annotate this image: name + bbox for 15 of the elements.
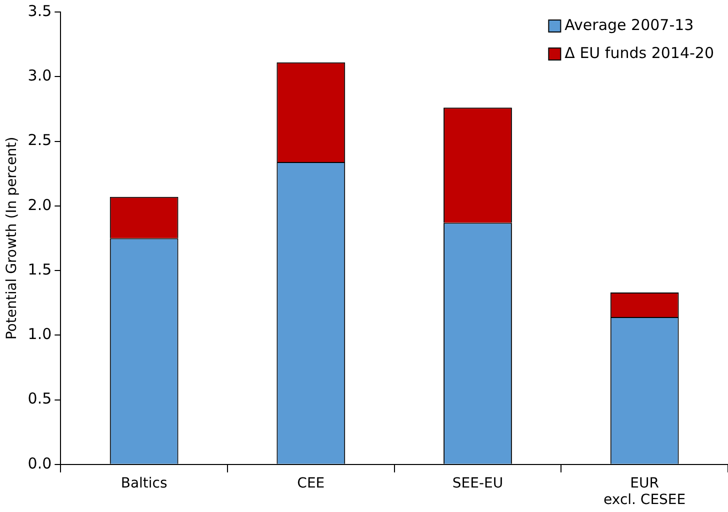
y-tick-label: 0.0 — [28, 454, 52, 472]
y-tick-label: 0.5 — [28, 390, 52, 408]
y-tick-label: 2.0 — [28, 196, 52, 214]
y-tick-label: 2.5 — [28, 131, 52, 150]
legend-label: Δ EU funds 2014-20 — [564, 44, 714, 62]
y-axis-title: Potential Growth (In percent) — [4, 136, 20, 340]
legend-label: Average 2007-13 — [564, 16, 694, 34]
y-tick-label: 3.5 — [28, 2, 52, 20]
x-tick-label: SEE-EU — [452, 475, 504, 492]
y-tick-label: 3.0 — [28, 66, 52, 85]
y-tick-label: 1.5 — [28, 260, 52, 278]
x-tick-label: CEE — [297, 475, 325, 492]
x-tick-label: Baltics — [120, 475, 168, 492]
y-tick-label: 1.0 — [28, 325, 52, 344]
x-tick-label: EUR excl. CESEE — [604, 475, 686, 508]
